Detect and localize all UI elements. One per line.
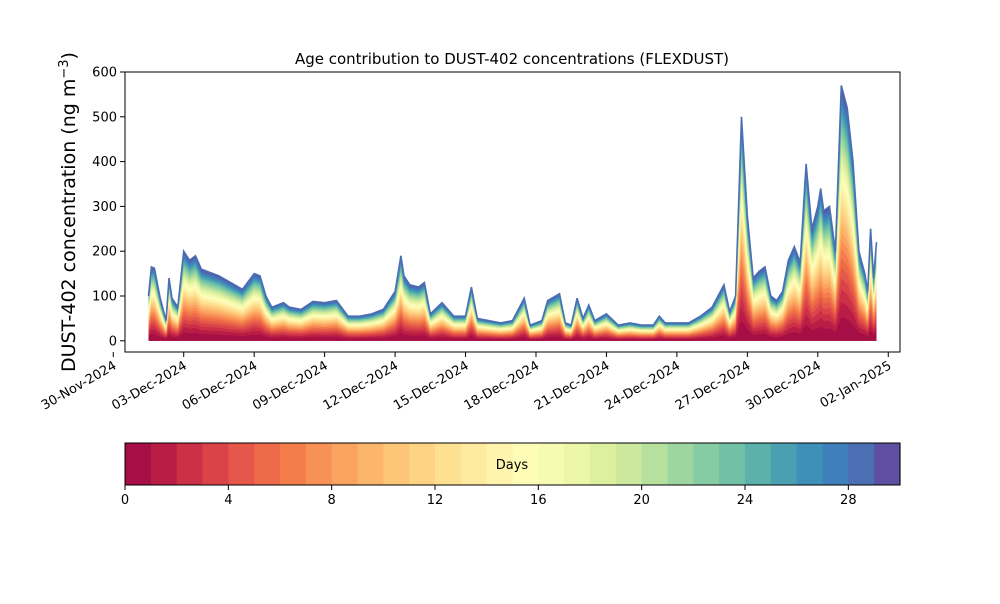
colorbar-swatch [538, 443, 565, 485]
colorbar-swatch [435, 443, 462, 485]
y-axis-label-end: ) [58, 52, 80, 59]
y-tick-label: 500 [92, 110, 117, 125]
colorbar-swatch [176, 443, 204, 485]
x-tick-label: 09-Dec-2024 [250, 358, 330, 413]
colorbar-swatch [641, 443, 669, 485]
colorbar-swatch [383, 443, 410, 485]
colorbar-swatch [228, 443, 255, 485]
colorbar-swatch [693, 443, 720, 485]
colorbar-swatch [460, 443, 488, 485]
x-axis: 30-Nov-202403-Dec-202406-Dec-202409-Dec-… [39, 352, 894, 414]
y-tick-label: 600 [92, 66, 117, 81]
y-axis: 0 100 200 300 400 500 600 [92, 66, 125, 349]
y-tick-label: 100 [92, 290, 117, 305]
x-tick-label: 24-Dec-2024 [602, 358, 682, 413]
colorbar-frame [124, 442, 901, 486]
colorbar-tick-label: 28 [840, 493, 857, 508]
y-axis-label-sup: −3 [57, 59, 72, 78]
x-tick-label: 02-Jan-2025 [818, 358, 895, 411]
y-tick-label: 200 [92, 245, 117, 260]
colorbar-swatch [590, 443, 617, 485]
colorbar-swatch [280, 443, 307, 485]
colorbar-tick-label: 20 [633, 493, 650, 508]
colorbar-swatch [331, 443, 359, 485]
colorbar-tick-label: 16 [530, 493, 547, 508]
x-tick-label: 12-Dec-2024 [321, 358, 401, 413]
colorbar-swatch [254, 443, 281, 485]
x-tick-label: 27-Dec-2024 [673, 358, 753, 413]
colorbar-tick-label: 24 [737, 493, 754, 508]
colorbar-swatch [667, 443, 694, 485]
colorbar-swatch [564, 443, 591, 485]
plot-area [124, 71, 901, 353]
x-tick-label: 30-Dec-2024 [743, 358, 823, 413]
x-tick-label: 06-Dec-2024 [180, 358, 260, 413]
y-axis-label-main: DUST-402 concentration (ng m [58, 79, 80, 372]
colorbar-tick-label: 8 [328, 493, 336, 508]
colorbar-swatch [486, 443, 514, 485]
colorbar-swatch [357, 443, 384, 485]
colorbar-swatch [848, 443, 875, 485]
y-tick-label: 400 [92, 155, 117, 170]
colorbar-swatch [125, 443, 152, 485]
colorbar-tick-label: 4 [224, 493, 232, 508]
colorbar-swatch [150, 443, 178, 485]
colorbar-tick-label: 12 [427, 493, 444, 508]
colorbar-swatch [745, 443, 772, 485]
colorbar-swatch [202, 443, 229, 485]
y-tick-label: 0 [109, 334, 117, 349]
x-tick-label: 15-Dec-2024 [391, 358, 471, 413]
colorbar-label: Days [496, 458, 529, 473]
colorbar-tick-label: 0 [121, 493, 129, 508]
colorbar-swatch [512, 443, 539, 485]
y-tick-label: 300 [92, 200, 117, 215]
colorbar-swatch [770, 443, 798, 485]
age-layer-0 [148, 317, 877, 341]
colorbar-swatch [719, 443, 746, 485]
colorbar: 0 4 8 12 16 20 24 28 [121, 442, 901, 508]
y-axis-label: DUST-402 concentration (ng m−3) [57, 52, 81, 372]
colorbar-swatch [796, 443, 824, 485]
colorbar-swatch [409, 443, 436, 485]
colorbar-swatch [874, 443, 901, 485]
x-tick-label: 21-Dec-2024 [532, 358, 612, 413]
x-tick-label: 18-Dec-2024 [462, 358, 542, 413]
x-tick-label: 03-Dec-2024 [109, 358, 189, 413]
axes-frame [124, 71, 901, 353]
colorbar-swatch [305, 443, 333, 485]
colorbar-swatch [822, 443, 849, 485]
total-outline [147, 85, 878, 327]
colorbar-swatch [615, 443, 643, 485]
chart-title: Age contribution to DUST-402 concentrati… [295, 50, 729, 68]
